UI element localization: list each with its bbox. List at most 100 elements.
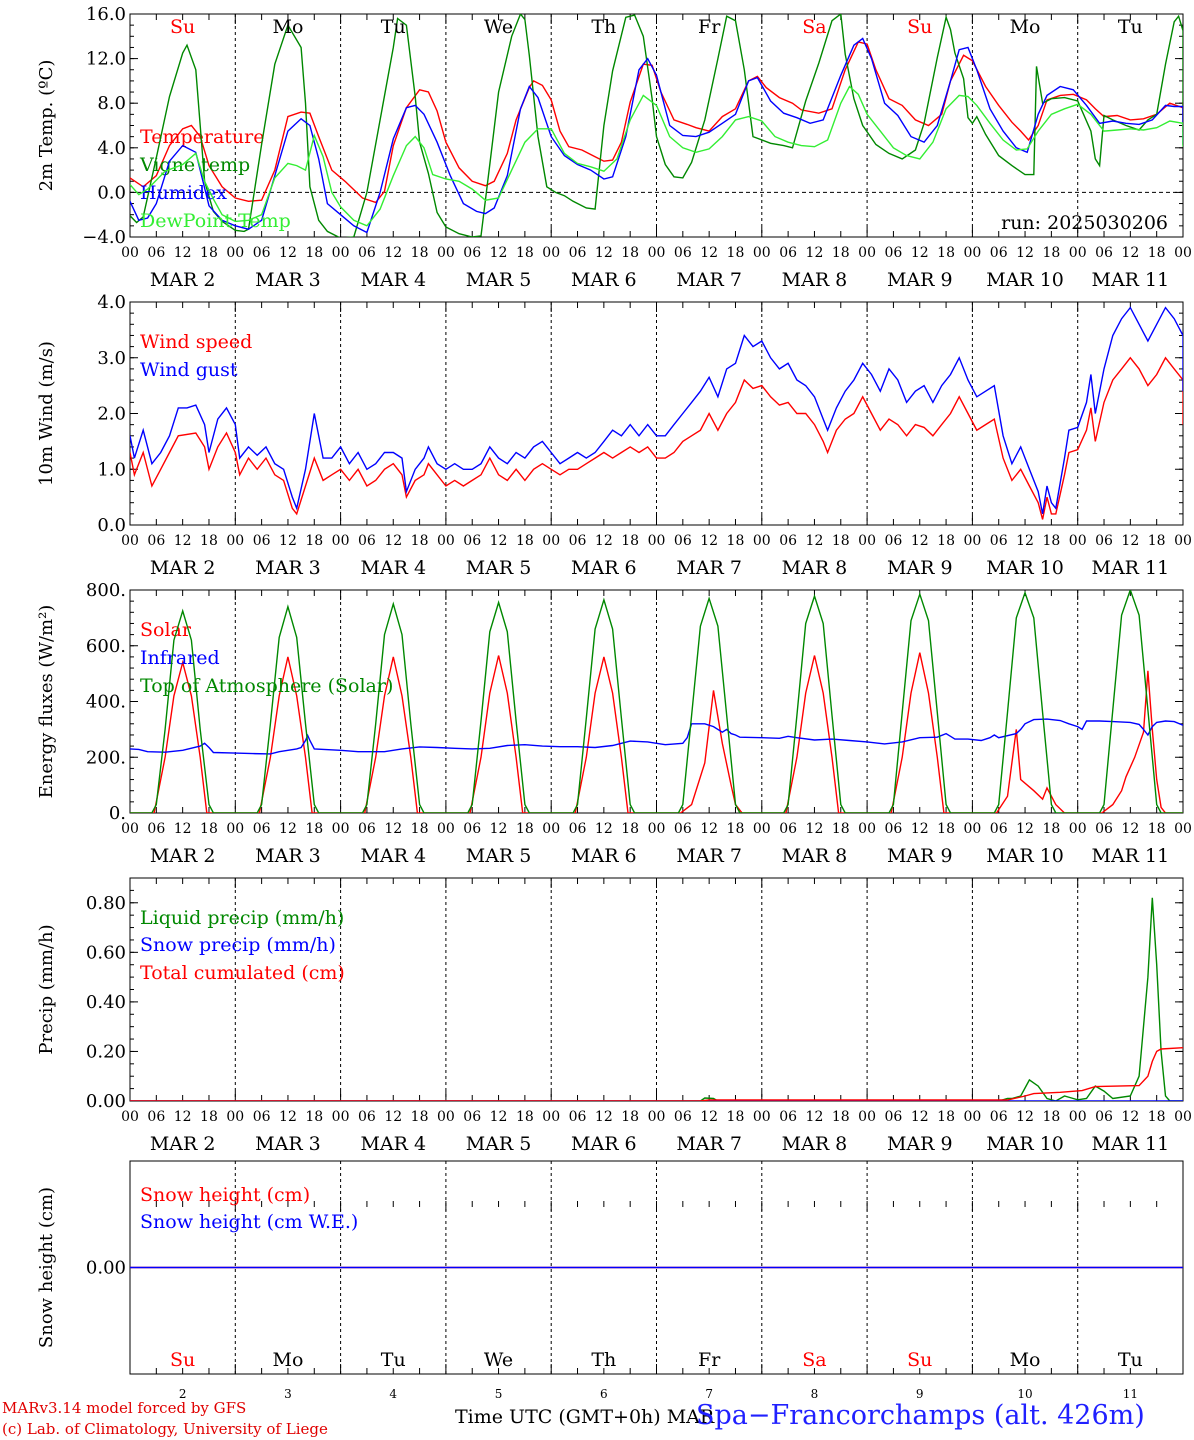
day-name-bottom: Su — [170, 1349, 195, 1371]
y-tick-label: 8.0 — [97, 93, 126, 114]
date-label: MAR 6 — [571, 1133, 637, 1155]
date-label: MAR 4 — [360, 1133, 426, 1155]
y-tick-label: 0.00 — [86, 1091, 126, 1112]
hour-label: 18 — [516, 1109, 534, 1125]
hour-label: 12 — [595, 1109, 613, 1125]
hour-label: 06 — [885, 245, 903, 261]
day-name-bottom: Tu — [1118, 1349, 1143, 1371]
hour-label: 12 — [1016, 821, 1034, 837]
date-label: MAR 9 — [887, 557, 953, 579]
day-number: 5 — [495, 1387, 503, 1401]
series-line-vigne-temp — [130, 14, 1183, 237]
legend-snow-height-cm-w-e: Snow height (cm W.E.) — [140, 1211, 358, 1233]
date-label: MAR 7 — [676, 557, 742, 579]
date-label: MAR 9 — [887, 845, 953, 867]
panel-5: 0.00 Snow height (cm) Snow height (cm) Snow… — [36, 1160, 1184, 1375]
hour-label: 06 — [885, 1109, 903, 1125]
hour-label: 18 — [727, 1109, 745, 1125]
hour-label: 12 — [806, 533, 824, 549]
date-label: MAR 6 — [571, 269, 637, 291]
hour-label: 00 — [1069, 245, 1087, 261]
hour-label: 00 — [963, 245, 981, 261]
date-label: MAR 5 — [466, 557, 532, 579]
hour-label: 18 — [937, 1109, 955, 1125]
hour-label: 06 — [1095, 533, 1113, 549]
hour-label: 06 — [569, 533, 587, 549]
hour-label: 00 — [226, 821, 244, 837]
hour-label: 00 — [542, 1109, 560, 1125]
y-tick-label: 0.80 — [86, 893, 126, 914]
hour-label: 12 — [700, 533, 718, 549]
day-name-top: We — [484, 16, 513, 38]
day-number: 10 — [1017, 1387, 1032, 1401]
hour-label: 00 — [1069, 821, 1087, 837]
hour-label: 12 — [490, 1109, 508, 1125]
hour-label: 00 — [332, 245, 350, 261]
hour-label: 12 — [595, 245, 613, 261]
day-name-top: Su — [907, 16, 932, 38]
series-line-liquid-precip-mm-h — [130, 897, 1183, 1101]
hour-label: 06 — [463, 821, 481, 837]
hour-label: 00 — [963, 533, 981, 549]
series-line-total-cumulated-cm — [130, 1047, 1183, 1101]
y-tick-label: 16.0 — [86, 4, 126, 25]
legend-wind-gust: Wind gust — [140, 359, 238, 381]
hour-label: 18 — [1042, 821, 1060, 837]
hour-label: 06 — [674, 1109, 692, 1125]
hour-label: 12 — [700, 245, 718, 261]
hour-label: 06 — [569, 1109, 587, 1125]
hour-label: 00 — [332, 533, 350, 549]
hour-label: 18 — [832, 245, 850, 261]
date-label: MAR 2 — [150, 845, 216, 867]
hour-label: 06 — [253, 245, 271, 261]
hour-label: 12 — [384, 533, 402, 549]
hour-label: 00 — [858, 245, 876, 261]
y-tick-label: 4.0 — [97, 138, 126, 159]
hour-label: 12 — [806, 821, 824, 837]
day-name-top: Mo — [272, 16, 303, 38]
y-tick-label: 200. — [86, 747, 126, 768]
date-label: MAR 10 — [986, 557, 1064, 579]
day-name-bottom: Mo — [272, 1349, 303, 1371]
hour-label: 12 — [1016, 533, 1034, 549]
date-label: MAR 10 — [986, 1133, 1064, 1155]
date-label: MAR 11 — [1091, 1133, 1169, 1155]
date-label: MAR 8 — [782, 1133, 848, 1155]
hour-label: 12 — [174, 821, 192, 837]
hour-label: 00 — [226, 245, 244, 261]
hour-label: 06 — [569, 245, 587, 261]
hour-label: 18 — [621, 1109, 639, 1125]
hour-label: 12 — [384, 245, 402, 261]
hour-label: 18 — [411, 533, 429, 549]
date-label: MAR 8 — [782, 845, 848, 867]
hour-label: 12 — [700, 821, 718, 837]
y-tick-label: 1.0 — [97, 459, 126, 480]
hour-label: 06 — [569, 821, 587, 837]
hour-label: 06 — [358, 1109, 376, 1125]
hour-label: 06 — [147, 821, 165, 837]
hour-label: 00 — [753, 1109, 771, 1125]
y-tick-label: 0.60 — [86, 942, 126, 963]
hour-label: 00 — [648, 533, 666, 549]
series-line-top-of-atmosphere-solar — [130, 590, 1183, 813]
hour-label: 18 — [1042, 245, 1060, 261]
y-tick-label: 2.0 — [97, 404, 126, 425]
plot-frame — [129, 301, 1184, 526]
hour-label: 12 — [1016, 1109, 1034, 1125]
hour-label: 00 — [437, 245, 455, 261]
date-label: MAR 6 — [571, 557, 637, 579]
hour-label: 12 — [174, 533, 192, 549]
hour-label: 00 — [858, 1109, 876, 1125]
hour-label: 00 — [1174, 821, 1192, 837]
hour-label: 00 — [753, 533, 771, 549]
hour-label: 12 — [911, 821, 929, 837]
hour-label: 06 — [358, 533, 376, 549]
date-label: MAR 11 — [1091, 845, 1169, 867]
hour-label: 12 — [595, 821, 613, 837]
hour-label: 18 — [832, 1109, 850, 1125]
hour-label: 12 — [279, 245, 297, 261]
hour-label: 12 — [279, 533, 297, 549]
hour-label: 00 — [1069, 1109, 1087, 1125]
hour-label: 06 — [253, 1109, 271, 1125]
